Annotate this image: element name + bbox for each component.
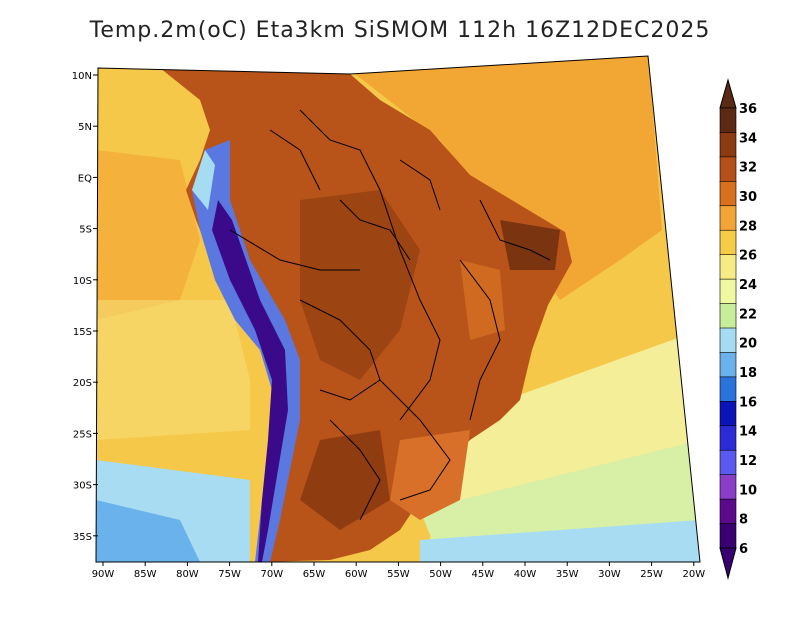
colorbar-label: 24 [739, 278, 757, 293]
lon-tick-label: 75W [218, 569, 241, 580]
lat-tick-label: 25S [73, 429, 92, 440]
lat-tick-label: 30S [73, 481, 92, 492]
colorbar-band [719, 303, 737, 329]
longitude-axis: 90W 85W 80W 75W 70W 65W 60W 55W 50W 45W 40W 35W 30W 2… [92, 562, 705, 580]
lat-tick-label: 5N [78, 122, 92, 133]
lon-tick-label: 80W [176, 569, 199, 580]
colorbar-label: 32 [739, 161, 757, 176]
colorbar-band [719, 327, 737, 354]
lon-tick-label: 25W [640, 569, 663, 580]
lon-tick-label: 55W [387, 569, 410, 580]
colorbar-top-arrow [719, 78, 737, 109]
lat-tick-label: 10S [73, 276, 92, 287]
ocean-colder-southwest [96, 500, 200, 562]
map-field [96, 56, 700, 562]
lon-tick-label: 45W [471, 569, 494, 580]
colorbar-band [719, 205, 737, 232]
colorbar-label: 14 [739, 425, 757, 440]
land-cool-south [390, 430, 470, 520]
colorbar-label: 28 [739, 219, 757, 234]
lat-tick-label: 10N [72, 71, 92, 82]
lat-tick-label: EQ [78, 173, 92, 184]
lon-tick-label: 90W [92, 569, 115, 580]
ocean-warm-pacific [96, 150, 200, 320]
colorbar-band [719, 132, 737, 158]
andes-north-cool [192, 150, 215, 210]
colorbar-band [719, 156, 737, 183]
colorbar-band [719, 425, 737, 452]
colorbar-band [719, 498, 737, 525]
colorbar: 36 34 32 30 28 26 24 22 20 18 16 14 12 10 8 6 [719, 78, 757, 580]
lon-tick-label: 30W [598, 569, 621, 580]
lat-tick-label: 15S [73, 327, 92, 338]
country-borders [229, 109, 551, 521]
lon-tick-label: 65W [303, 569, 326, 580]
colorbar-label: 34 [739, 131, 757, 146]
lat-tick-label: 5S [79, 225, 92, 236]
lon-tick-label: 35W [556, 569, 579, 580]
latitude-axis: 10N 5N EQ 5S 10S 15S 20S 25S 30S 35S [72, 71, 98, 543]
lat-tick-label: 35S [73, 532, 92, 543]
colorbar-band [719, 474, 737, 500]
colorbar-band [719, 449, 737, 476]
colorbar-band [719, 107, 737, 134]
land-cool-east [460, 260, 505, 340]
lon-tick-label: 60W [345, 569, 368, 580]
colorbar-band [719, 278, 737, 305]
colorbar-label: 22 [739, 307, 757, 322]
colorbar-label: 36 [739, 102, 757, 117]
land-hot-interior [300, 190, 420, 380]
ocean-cool-pacific [96, 300, 250, 440]
colorbar-bottom-arrow [719, 547, 737, 580]
colorbar-band [719, 401, 737, 427]
colorbar-band [719, 376, 737, 403]
page-title: Temp.2m(oC) Eta3km SiSMOM 112h 16Z12DEC2… [89, 18, 711, 43]
colorbar-label: 12 [739, 454, 757, 469]
colorbar-band [719, 352, 737, 378]
colorbar-label: 8 [739, 513, 748, 528]
andes-coldest-core [212, 200, 288, 562]
lon-tick-label: 70W [260, 569, 283, 580]
lon-tick-label: 40W [514, 569, 537, 580]
colorbar-band [719, 229, 737, 256]
colorbar-band [719, 181, 737, 207]
lon-tick-label: 20W [682, 569, 705, 580]
colorbar-label: 20 [739, 337, 757, 352]
lon-tick-label: 50W [429, 569, 452, 580]
colorbar-label: 30 [739, 190, 757, 205]
colorbar-band [719, 523, 737, 549]
lat-tick-label: 20S [73, 378, 92, 389]
colorbar-band [719, 254, 737, 280]
ocean-cool-southeast [420, 520, 700, 562]
colorbar-label: 16 [739, 395, 757, 410]
colorbar-label: 26 [739, 249, 757, 264]
colorbar-label: 10 [739, 483, 757, 498]
ocean-warm-north [350, 56, 662, 300]
colorbar-label: 6 [739, 542, 748, 557]
lon-tick-label: 85W [134, 569, 157, 580]
colorbar-label: 18 [739, 366, 757, 381]
map-frame [95, 55, 701, 563]
